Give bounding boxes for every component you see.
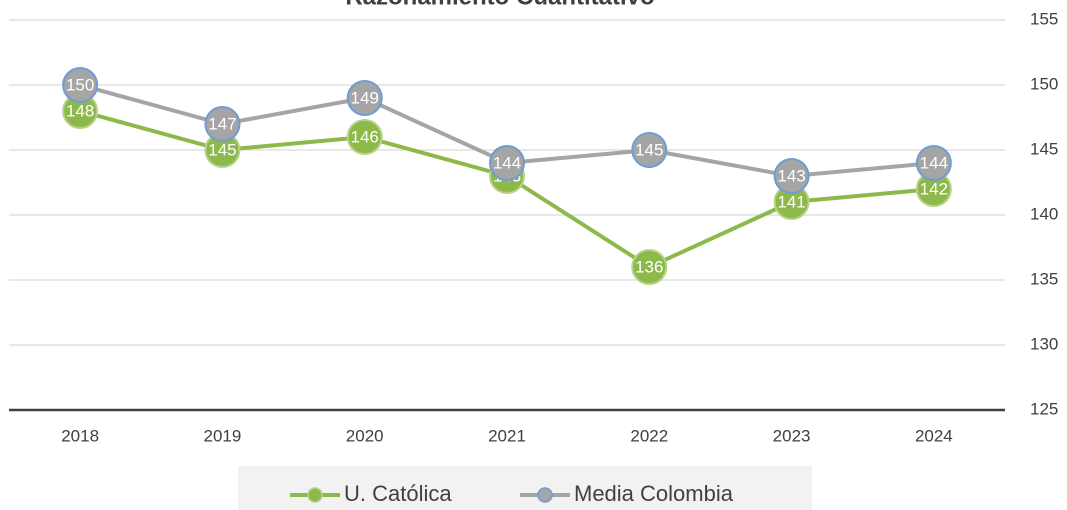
data-label: 143 — [777, 166, 805, 185]
y-tick-label: 135 — [1030, 269, 1058, 288]
y-tick-label: 130 — [1030, 334, 1058, 353]
point — [62, 67, 99, 103]
data-label: 144 — [920, 153, 948, 172]
point — [631, 249, 668, 285]
data-label: 148 — [66, 101, 94, 120]
legend-box — [238, 466, 812, 510]
data-label: 145 — [635, 140, 663, 159]
data-label: 136 — [635, 257, 663, 276]
point — [773, 158, 810, 194]
y-tick-label: 145 — [1030, 139, 1058, 158]
legend-marker — [307, 487, 323, 503]
point — [489, 145, 525, 181]
data-label: 141 — [777, 192, 805, 211]
x-tick-label: 2019 — [204, 426, 242, 445]
x-tick-label: 2021 — [488, 426, 526, 445]
point — [204, 106, 241, 142]
x-tick-label: 2018 — [61, 426, 99, 445]
y-tick-label: 150 — [1030, 74, 1058, 93]
y-tick-label: 125 — [1030, 399, 1058, 418]
x-tick-label: 2023 — [773, 426, 811, 445]
data-label: 150 — [66, 75, 94, 94]
data-label: 149 — [351, 88, 379, 107]
x-tick-label: 2024 — [915, 426, 953, 445]
chart-title: Razonamiento Cuantitativo — [345, 0, 654, 10]
data-label: 145 — [208, 140, 236, 159]
legend-label: Media Colombia — [574, 481, 734, 506]
data-label: 147 — [208, 114, 236, 133]
data-label: 144 — [493, 153, 521, 172]
x-tick-label: 2020 — [346, 426, 384, 445]
y-tick-label: 155 — [1030, 9, 1058, 28]
point — [631, 132, 668, 168]
point — [346, 119, 383, 155]
point — [346, 80, 383, 116]
data-label: 142 — [920, 179, 948, 198]
data-label: 146 — [351, 127, 379, 146]
x-tick-label: 2022 — [630, 426, 668, 445]
legend-marker — [537, 487, 553, 503]
point — [915, 145, 952, 181]
legend-label: U. Católica — [344, 481, 452, 506]
y-tick-label: 140 — [1030, 204, 1058, 223]
